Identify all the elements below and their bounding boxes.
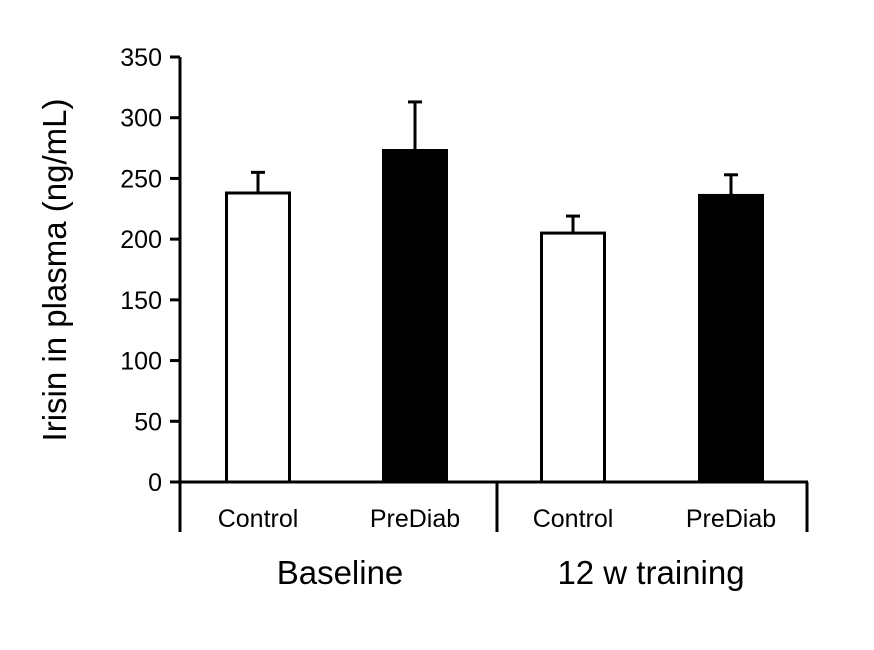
category-label: Control xyxy=(533,505,614,533)
category-label: Control xyxy=(218,505,299,533)
bar xyxy=(540,231,606,484)
group-label: 12 w training xyxy=(557,554,744,591)
y-tick-label: 300 xyxy=(120,105,162,133)
y-tick-label: 250 xyxy=(120,165,162,193)
plot-area: 0 50 100 150 200 250 300 350 Control PreDiab Basel… xyxy=(120,44,809,591)
y-tick-label: 0 xyxy=(148,469,162,497)
bar xyxy=(225,191,291,484)
y-tick-label: 200 xyxy=(120,226,162,254)
bar xyxy=(698,193,764,484)
y-tick-label: 350 xyxy=(120,44,162,72)
y-tick-label: 100 xyxy=(120,348,162,376)
y-tick-label: 150 xyxy=(120,287,162,315)
y-tick-label: 50 xyxy=(134,408,162,436)
y-axis-title: Irisin in plasma (ng/mL) xyxy=(36,99,73,442)
category-label: PreDiab xyxy=(370,505,460,533)
bar xyxy=(382,149,448,484)
category-label: PreDiab xyxy=(686,505,776,533)
group-label: Baseline xyxy=(277,554,404,591)
